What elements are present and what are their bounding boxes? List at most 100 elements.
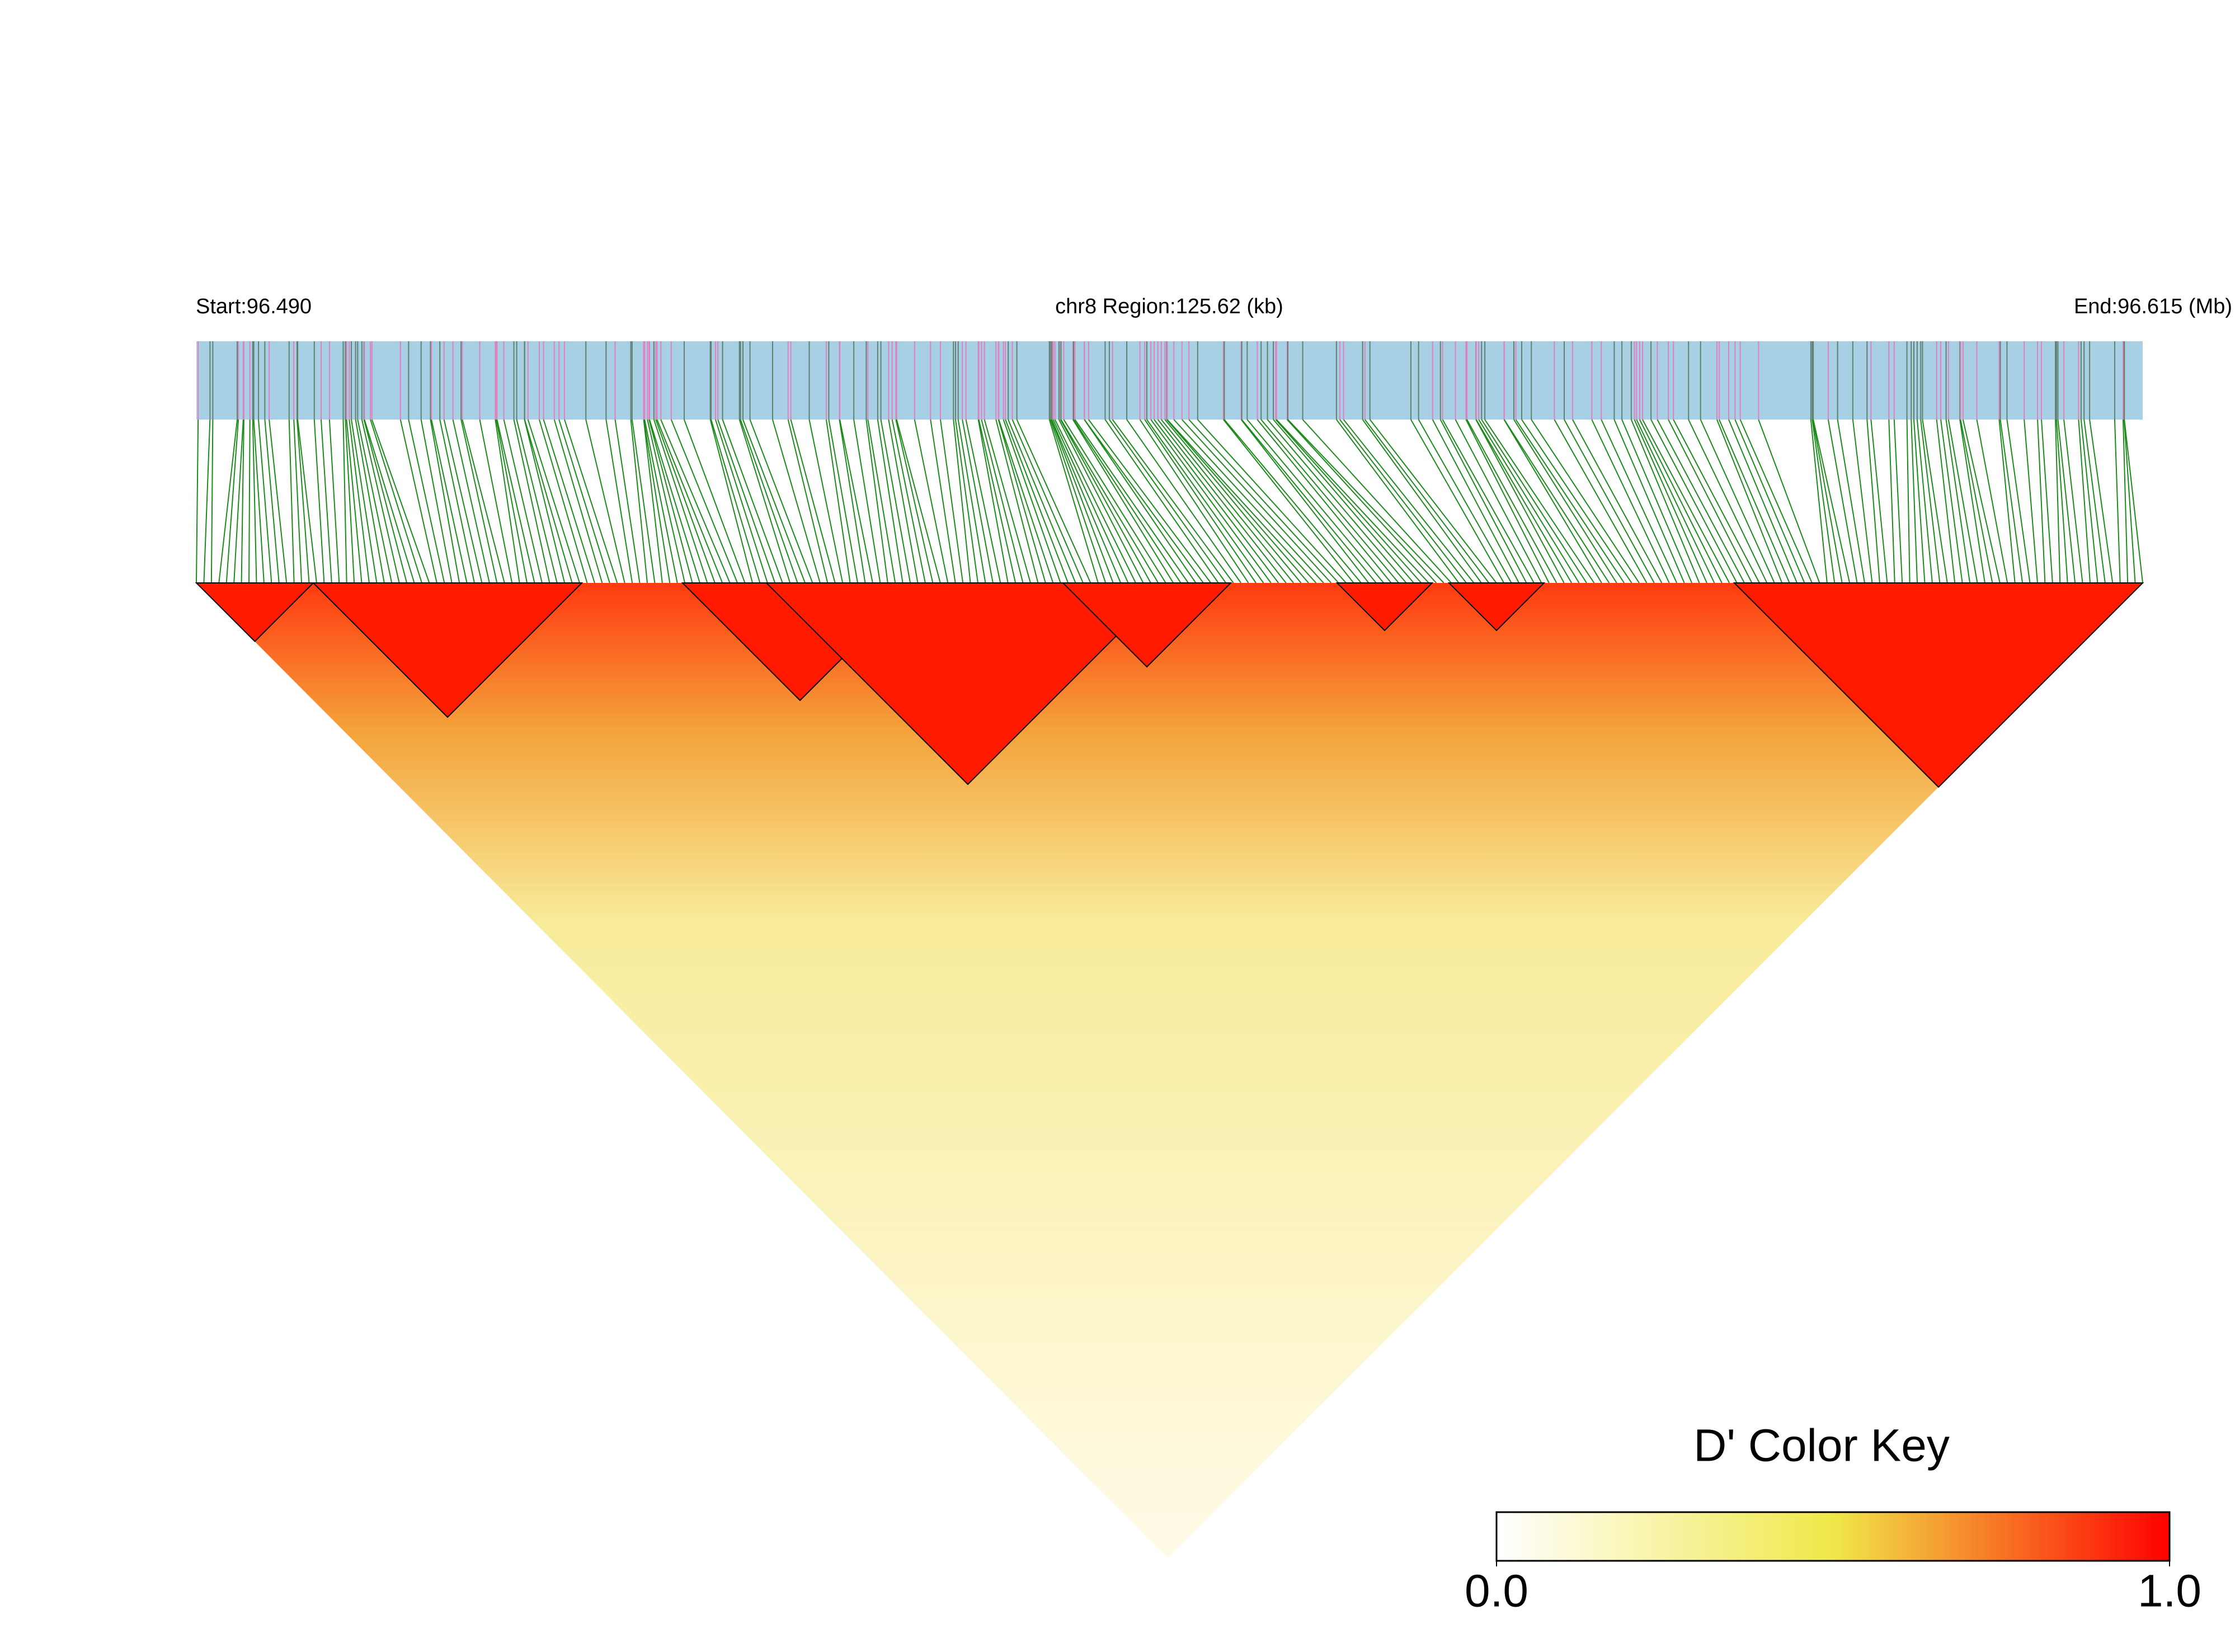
snp-link — [524, 419, 573, 583]
snp-link — [1920, 419, 1941, 583]
region-label: chr8 Region:125.62 (kb) — [1055, 295, 1283, 318]
snp-link — [371, 419, 430, 583]
snp-link — [1503, 419, 1602, 583]
snp-link — [342, 419, 347, 583]
snp-link — [420, 419, 453, 583]
snp-link — [1223, 419, 1354, 583]
snp-link — [717, 419, 776, 583]
snp-link — [1157, 419, 1287, 583]
snp-link — [1166, 419, 1309, 583]
snp-link — [253, 419, 265, 583]
snp-link — [1260, 419, 1399, 583]
snp-lines — [196, 341, 2143, 583]
snp-link — [1074, 419, 1189, 583]
snp-link — [313, 419, 325, 583]
snp-link — [648, 419, 693, 583]
snp-link — [297, 419, 317, 583]
snp-link — [1287, 419, 1444, 583]
ld-block — [1733, 582, 2144, 788]
snp-link — [1531, 419, 1640, 583]
snp-link — [790, 419, 836, 583]
snp-link — [363, 419, 408, 583]
snp-link — [1503, 419, 1610, 583]
snp-link — [965, 419, 1001, 583]
snp-link — [2006, 419, 2031, 583]
snp-link — [503, 419, 543, 583]
snp-link — [1054, 419, 1136, 583]
snp-link — [1827, 419, 1858, 583]
snp-link — [891, 419, 926, 583]
snp-link — [1634, 419, 1707, 583]
snp-link — [210, 419, 214, 583]
snp-link — [1922, 419, 1948, 583]
snp-link — [647, 419, 686, 583]
snp-link — [543, 419, 595, 583]
snp-link — [1343, 419, 1475, 583]
snp-link — [711, 419, 761, 583]
snp-link — [1515, 419, 1625, 583]
snp-link — [2114, 419, 2121, 583]
ld-block — [1061, 582, 1232, 668]
snp-link — [1866, 419, 1880, 583]
start-label: Start:96.490 — [196, 295, 312, 318]
snp-link — [1060, 419, 1159, 583]
snp-link — [288, 419, 295, 583]
snp-link — [1728, 419, 1798, 583]
snp-link — [914, 419, 949, 583]
snp-link — [1513, 419, 1617, 583]
snp-link — [2122, 419, 2129, 583]
color-key-tick-label: 1.0 — [2138, 1566, 2201, 1617]
snp-link — [1959, 419, 1985, 583]
snp-link — [1052, 419, 1129, 583]
snp-link — [320, 419, 332, 583]
snp-link — [2024, 419, 2038, 583]
snp-link — [452, 419, 490, 583]
snp-link — [1051, 419, 1122, 583]
snp-link — [896, 419, 941, 583]
snp-link — [2055, 419, 2068, 583]
snp-track — [196, 341, 2143, 420]
snp-link — [496, 419, 535, 583]
snp-link — [357, 419, 393, 583]
snp-link — [839, 419, 866, 583]
snp-link — [1139, 419, 1249, 583]
snp-link — [1700, 419, 1775, 583]
snp-link — [1150, 419, 1272, 583]
snp-link — [1478, 419, 1580, 583]
snp-link — [1960, 419, 1993, 583]
snp-link — [1554, 419, 1648, 583]
snp-link — [1276, 419, 1429, 583]
snp-link — [2037, 419, 2046, 583]
snp-link — [1475, 419, 1565, 583]
snp-link — [1916, 419, 1933, 583]
snp-link — [1564, 419, 1655, 583]
snp-link — [1870, 419, 1888, 583]
end-label: End:96.615 (Mb) — [2074, 295, 2232, 318]
snp-link — [293, 419, 303, 583]
snp-link — [479, 419, 513, 583]
snp-link — [1639, 419, 1723, 583]
snp-link — [203, 419, 211, 583]
snp-link — [1275, 419, 1422, 583]
snp-link — [953, 419, 971, 583]
snp-link — [346, 419, 363, 583]
snp-link — [1224, 419, 1362, 583]
snp-link — [738, 419, 791, 583]
snp-link — [1936, 419, 1956, 583]
snp-link — [248, 419, 251, 583]
snp-link — [1962, 419, 2001, 583]
snp-link — [431, 419, 468, 583]
snp-link — [828, 419, 859, 583]
snp-link — [1945, 419, 1971, 583]
snp-link — [1812, 419, 1843, 583]
snp-link — [513, 419, 550, 583]
snp-link — [940, 419, 964, 583]
snp-link — [1166, 419, 1317, 583]
snp-link — [998, 419, 1054, 583]
snp-link — [2041, 419, 2053, 583]
snp-link — [867, 419, 896, 583]
snp-link — [1084, 419, 1197, 583]
snp-link — [995, 419, 1039, 583]
